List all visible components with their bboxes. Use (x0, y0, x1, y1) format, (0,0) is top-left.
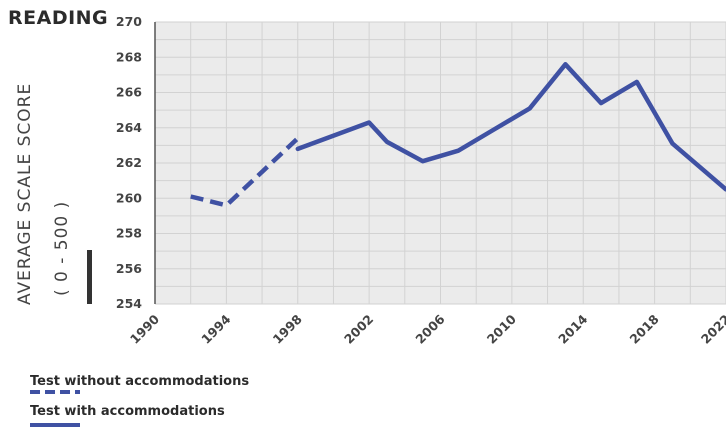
y-axis-label-line1: AVERAGE SCALE SCORE (15, 83, 35, 305)
y-tick-label: 266 (116, 85, 142, 100)
y-axis-ticks: 254 256 258 260 262 264 266 268 270 (116, 14, 142, 311)
x-tick-label: 2002 (341, 312, 376, 347)
y-tick-label: 262 (116, 155, 142, 170)
x-tick-label: 2014 (555, 311, 590, 346)
series-line-with-accommodations (295, 62, 726, 192)
y-axis-label-line2: ( 0 - 500 ) (52, 201, 72, 296)
x-tick-label: 2018 (627, 312, 662, 347)
x-tick-label: 1994 (198, 311, 233, 346)
y-axis-label-bar (87, 250, 92, 304)
y-tick-label: 254 (116, 296, 142, 311)
legend-item-with-accommodations: Test with accommodations (30, 404, 225, 427)
y-tick-label: 260 (116, 190, 142, 205)
x-tick-label: 1990 (127, 311, 162, 346)
legend-label-without-accommodations: Test without accommodations (30, 374, 249, 389)
y-tick-label: 268 (116, 49, 142, 64)
series-group (190, 62, 726, 208)
x-axis-ticks: 1990 1994 1998 2002 2006 2010 2014 2018 2022 (127, 311, 726, 346)
legend-label-with-accommodations: Test with accommodations (30, 404, 225, 419)
x-tick-label: 2006 (412, 311, 447, 346)
x-tick-label: 2010 (484, 311, 519, 346)
grid-lines (154, 21, 726, 305)
y-tick-label: 270 (116, 14, 142, 29)
y-axis-label: AVERAGE SCALE SCORE ( 0 - 500 ) (15, 83, 92, 305)
y-tick-label: 258 (116, 226, 142, 241)
chart-title: READING (8, 7, 108, 29)
y-tick-label: 256 (116, 261, 142, 276)
x-tick-label: 1998 (270, 312, 305, 347)
legend-item-without-accommodations: Test without accommodations (30, 374, 249, 394)
y-tick-label: 264 (116, 120, 142, 135)
x-tick-label: 2022 (698, 312, 726, 347)
series-line-without-accommodations (190, 136, 300, 208)
legend: Test without accommodations Test with ac… (30, 374, 249, 427)
